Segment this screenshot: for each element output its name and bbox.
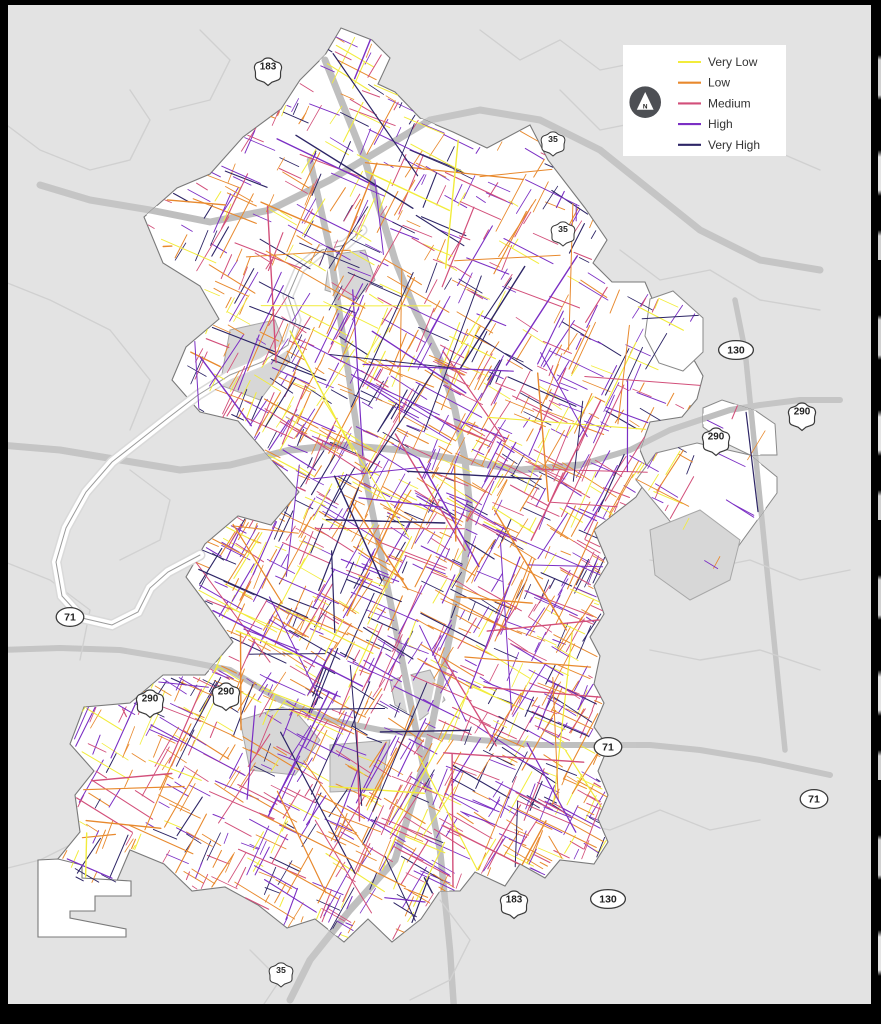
svg-text:290: 290 bbox=[218, 687, 235, 698]
svg-text:183: 183 bbox=[260, 62, 277, 73]
svg-text:130: 130 bbox=[727, 345, 745, 357]
svg-text:183: 183 bbox=[506, 895, 523, 906]
svg-text:290: 290 bbox=[708, 432, 725, 443]
svg-text:Low: Low bbox=[708, 76, 730, 90]
svg-text:130: 130 bbox=[599, 894, 617, 906]
svg-text:290: 290 bbox=[794, 407, 811, 418]
svg-text:71: 71 bbox=[602, 742, 614, 754]
svg-text:Very Low: Very Low bbox=[708, 55, 758, 69]
svg-text:71: 71 bbox=[808, 794, 820, 806]
svg-text:35: 35 bbox=[548, 134, 558, 144]
svg-text:35: 35 bbox=[276, 965, 286, 975]
svg-text:Medium: Medium bbox=[708, 96, 751, 110]
svg-text:35: 35 bbox=[558, 224, 568, 234]
svg-text:290: 290 bbox=[142, 694, 159, 705]
svg-text:71: 71 bbox=[64, 612, 76, 624]
svg-text:High: High bbox=[708, 117, 733, 131]
svg-text:Very High: Very High bbox=[708, 138, 760, 152]
svg-text:N: N bbox=[643, 104, 648, 111]
